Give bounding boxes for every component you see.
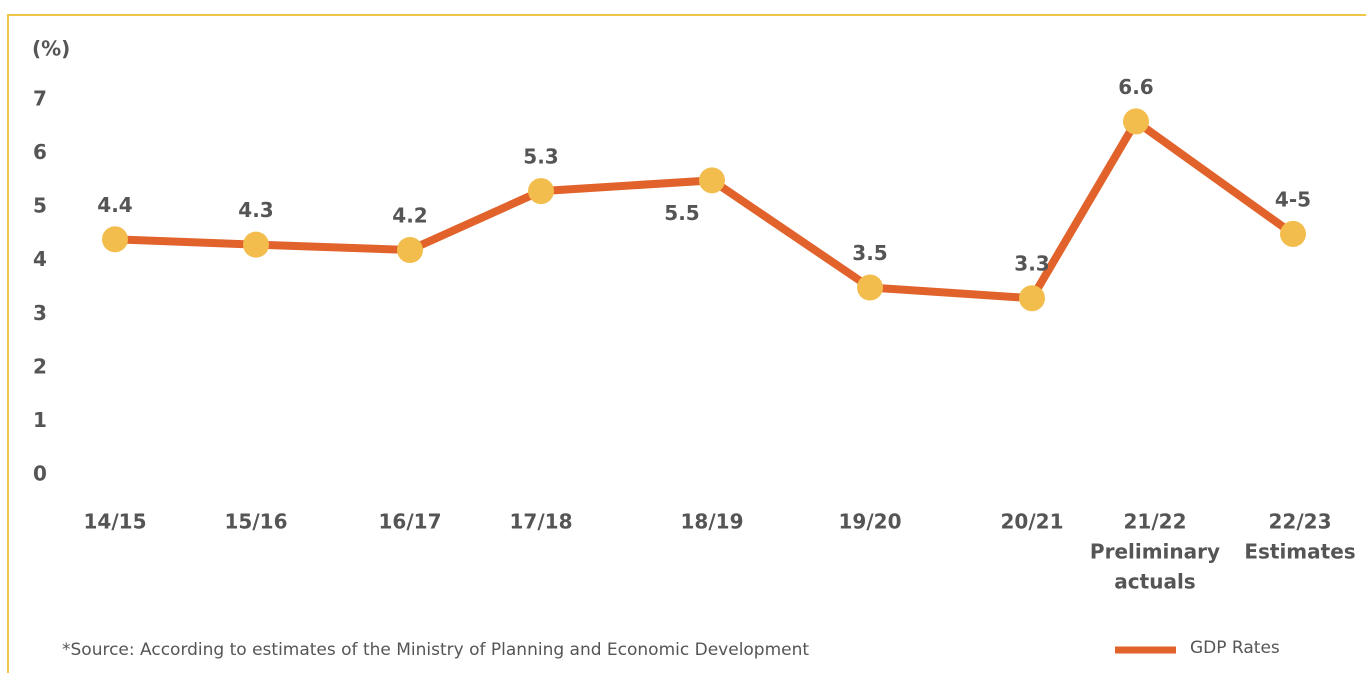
y-axis-label: (%) [32,37,70,61]
x-tick-label: 22/23 [1269,510,1332,534]
data-label: 4.4 [97,193,132,217]
y-tick-label: 2 [33,354,47,378]
x-tick-label: 14/15 [84,510,147,534]
y-tick-label: 5 [33,194,47,218]
x-tick-label: 17/18 [510,510,573,534]
data-point [699,167,725,194]
x-tick-label: 19/20 [839,510,902,534]
data-point [1019,285,1045,312]
data-label: 4.3 [238,198,273,222]
data-label: 5.3 [523,145,558,169]
data-point [1123,108,1149,135]
y-tick-label: 7 [33,87,47,111]
source-note: *Source: According to estimates of the M… [62,640,809,660]
data-point [397,237,423,263]
data-point [528,178,554,205]
data-label: 3.3 [1014,252,1049,276]
data-point [1280,220,1306,247]
x-tick-label: 16/17 [379,510,442,534]
x-tick-label: 20/21 [1001,510,1064,534]
y-tick-label: 4 [33,247,47,271]
x-tick-label: actuals [1114,570,1195,594]
data-point [243,231,269,258]
x-tick-label: 18/19 [681,510,744,534]
y-tick-label: 3 [33,301,47,325]
x-tick-label: 21/22 [1124,510,1187,534]
x-tick-label: Preliminary [1090,540,1220,564]
data-label: 4.2 [392,204,427,228]
data-label: 3.5 [852,241,887,265]
data-label: 5.5 [664,201,699,225]
y-tick-label: 0 [33,462,47,486]
data-point [102,226,128,253]
x-tick-label: Estimates [1244,540,1355,564]
data-line [114,117,1296,303]
x-tick-label: 15/16 [225,510,288,534]
data-label: 6.6 [1118,75,1153,99]
data-point [857,274,883,301]
legend-label: GDP Rates [1190,638,1280,658]
y-tick-label: 6 [33,140,47,164]
y-tick-label: 1 [33,408,47,432]
frame [7,14,1366,673]
data-label: 4-5 [1275,187,1311,211]
